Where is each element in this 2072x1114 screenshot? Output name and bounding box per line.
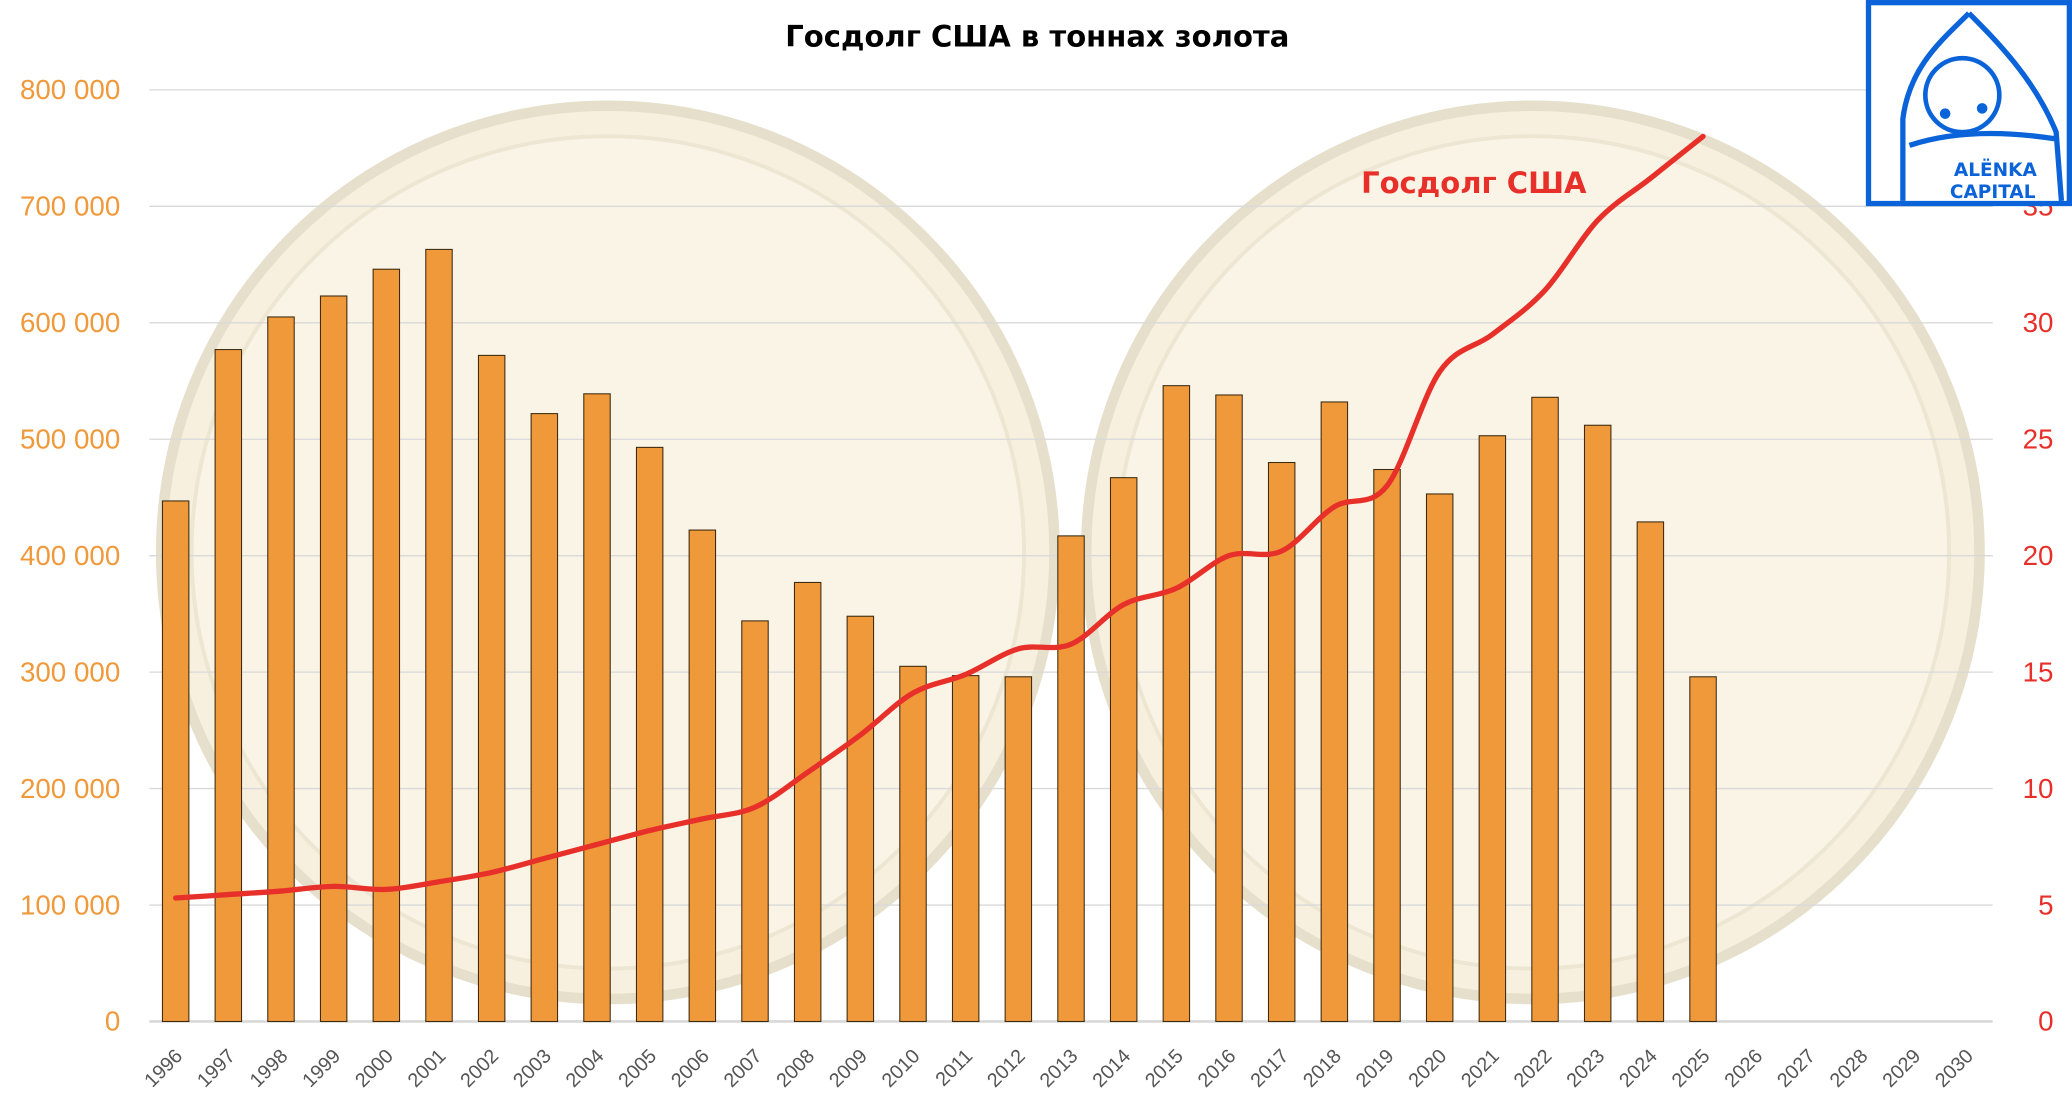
y-right-tick-label: 0 xyxy=(2038,1006,2053,1037)
x-tick-label: 2025 xyxy=(1668,1045,1715,1092)
x-tick-label: 2023 xyxy=(1562,1045,1609,1092)
bar-2012 xyxy=(1004,676,1033,1023)
bar-2009 xyxy=(846,615,875,1023)
x-tick-label: 2024 xyxy=(1615,1045,1662,1092)
y-left-tick-label: 500 000 xyxy=(20,423,120,454)
bar-2011 xyxy=(951,675,980,1023)
logo: ALËNKA CAPITAL xyxy=(1865,0,2072,207)
x-tick-label: 2003 xyxy=(509,1045,556,1092)
bar-2025 xyxy=(1689,676,1717,1023)
bar-2013 xyxy=(1057,535,1085,1023)
x-tick-label: 2010 xyxy=(878,1045,925,1092)
x-tick-label: 2006 xyxy=(667,1045,714,1092)
bar-2016 xyxy=(1215,394,1243,1023)
y-left-tick-label: 600 000 xyxy=(20,307,120,338)
x-tick-label: 2000 xyxy=(351,1045,398,1092)
x-tick-label: 2001 xyxy=(404,1045,451,1092)
bar-2015 xyxy=(1162,385,1191,1023)
bar-2000 xyxy=(372,268,401,1023)
y-right-tick-label: 20 xyxy=(2023,540,2054,571)
x-tick-label: 2016 xyxy=(1194,1045,1241,1092)
bar-1999 xyxy=(319,295,348,1023)
y-axis-right: 05101520253035 xyxy=(2023,191,2054,1037)
bar-2001 xyxy=(425,248,453,1023)
x-tick-label: 1999 xyxy=(298,1045,345,1092)
bar-1998 xyxy=(267,316,295,1023)
x-tick-label: 2005 xyxy=(614,1045,661,1092)
x-tick-label: 2020 xyxy=(1404,1045,1451,1092)
y-right-tick-label: 15 xyxy=(2023,656,2054,687)
bar-2022 xyxy=(1531,396,1559,1023)
logo-line1: ALËNKA xyxy=(1954,159,2038,181)
y-right-tick-label: 5 xyxy=(2038,889,2053,920)
bar-2005 xyxy=(635,446,664,1023)
x-tick-label: 2027 xyxy=(1773,1045,1820,1092)
x-tick-label: 2030 xyxy=(1931,1045,1978,1092)
y-right-tick-label: 30 xyxy=(2023,307,2054,338)
y-left-tick-label: 700 000 xyxy=(20,191,120,222)
bar-2018 xyxy=(1320,401,1349,1023)
x-tick-label: 2026 xyxy=(1720,1045,1767,1092)
x-tick-label: 2013 xyxy=(1036,1045,1083,1092)
x-tick-label: 1996 xyxy=(140,1045,187,1092)
x-tick-label: 2018 xyxy=(1299,1045,1346,1092)
y-left-tick-label: 300 000 xyxy=(20,656,120,687)
x-axis: 1996 1997 1998 1999 2000 2001 2002 2003 2004 2005… xyxy=(140,1045,1977,1092)
y-right-tick-label: 10 xyxy=(2023,773,2054,804)
logo-line2: CAPITAL xyxy=(1950,182,2036,203)
bar-1997 xyxy=(214,349,243,1023)
bar-2023 xyxy=(1583,424,1612,1023)
x-tick-label: 2007 xyxy=(720,1045,767,1092)
x-tick-label: 2019 xyxy=(1352,1045,1399,1092)
x-tick-label: 2028 xyxy=(1826,1045,1873,1092)
bar-2008 xyxy=(793,581,822,1023)
bar-2021 xyxy=(1478,435,1507,1023)
bar-2010 xyxy=(899,665,927,1023)
debt-line xyxy=(173,133,1706,901)
bar-2002 xyxy=(477,354,506,1023)
y-left-tick-label: 200 000 xyxy=(20,773,120,804)
x-tick-label: 2029 xyxy=(1878,1045,1925,1092)
bar-2024 xyxy=(1636,521,1665,1023)
chart-title: Госдолг США в тоннах золота xyxy=(785,19,1289,53)
x-tick-label: 2004 xyxy=(562,1045,609,1092)
bar-2006 xyxy=(688,529,717,1023)
x-tick-label: 2017 xyxy=(1246,1045,1293,1092)
bar-2019 xyxy=(1373,468,1401,1023)
y-left-tick-label: 0 xyxy=(105,1006,120,1037)
x-tick-label: 2012 xyxy=(983,1045,1030,1092)
matryoshka-icon xyxy=(1900,11,2065,202)
bars xyxy=(161,248,1717,1023)
x-tick-label: 1998 xyxy=(246,1045,293,1092)
x-tick-label: 2015 xyxy=(1141,1045,1188,1092)
bar-1996 xyxy=(161,500,190,1023)
bar-2003 xyxy=(530,413,559,1023)
y-left-tick-label: 800 000 xyxy=(20,74,120,105)
x-tick-label: 2014 xyxy=(1088,1045,1135,1092)
y-right-tick-label: 25 xyxy=(2023,423,2054,454)
x-tick-label: 2009 xyxy=(825,1045,872,1092)
bar-2014 xyxy=(1109,477,1138,1023)
series-label: Госдолг США xyxy=(1361,166,1587,200)
bar-2007 xyxy=(741,620,769,1023)
y-left-tick-label: 400 000 xyxy=(20,540,120,571)
x-tick-label: 2022 xyxy=(1510,1045,1557,1092)
y-left-tick-label: 100 000 xyxy=(20,889,120,920)
bar-2004 xyxy=(583,393,611,1023)
x-tick-label: 2008 xyxy=(772,1045,819,1092)
y-axis-left: 0 100 000 200 000 300 000 400 000 500 000 600 … xyxy=(20,74,120,1037)
x-tick-label: 2011 xyxy=(931,1045,977,1091)
x-tick-label: 1997 xyxy=(193,1045,240,1092)
x-tick-label: 2021 xyxy=(1457,1045,1504,1092)
x-tick-label: 2002 xyxy=(456,1045,503,1092)
bar-2020 xyxy=(1425,493,1454,1023)
